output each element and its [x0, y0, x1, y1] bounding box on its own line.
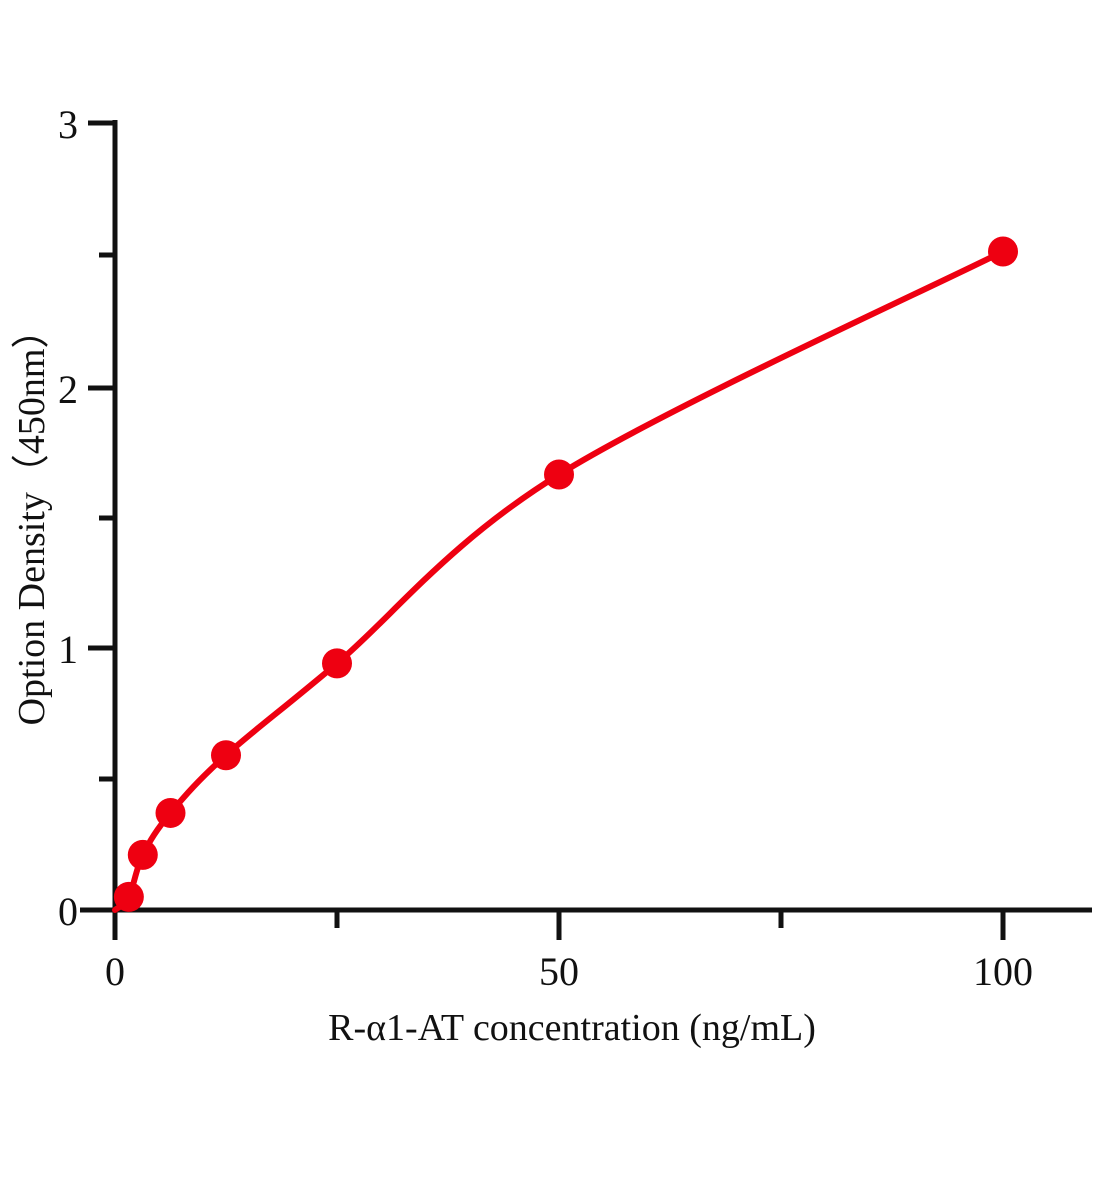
- x-axis-title: R-α1-AT concentration (ng/mL): [328, 1007, 816, 1049]
- y-tick-label-1: 1: [58, 627, 78, 672]
- data-point-marker: [211, 740, 241, 771]
- x-tick-label-50: 50: [539, 949, 579, 994]
- x-tick-label-0: 0: [105, 949, 125, 994]
- y-tick-label-3: 3: [58, 102, 78, 147]
- data-point-marker: [113, 881, 144, 912]
- x-tick-label-100: 100: [973, 949, 1033, 994]
- data-point-marker: [127, 839, 158, 870]
- data-series-group: [112, 236, 1018, 913]
- y-tick-label-2: 2: [58, 367, 78, 412]
- y-tick-label-0: 0: [58, 889, 78, 934]
- y-axis: 3 2 1 0 Option Density（450nm）: [11, 102, 118, 934]
- data-point-marker: [988, 236, 1018, 267]
- data-point-marker: [544, 459, 574, 490]
- x-axis: 0 50 100 R-α1-AT concentration (ng/mL): [80, 907, 1092, 1049]
- data-point-marker: [322, 648, 352, 679]
- series-markers: [113, 236, 1018, 912]
- y-axis-title: Option Density（450nm）: [11, 311, 53, 726]
- data-point-marker: [155, 797, 186, 828]
